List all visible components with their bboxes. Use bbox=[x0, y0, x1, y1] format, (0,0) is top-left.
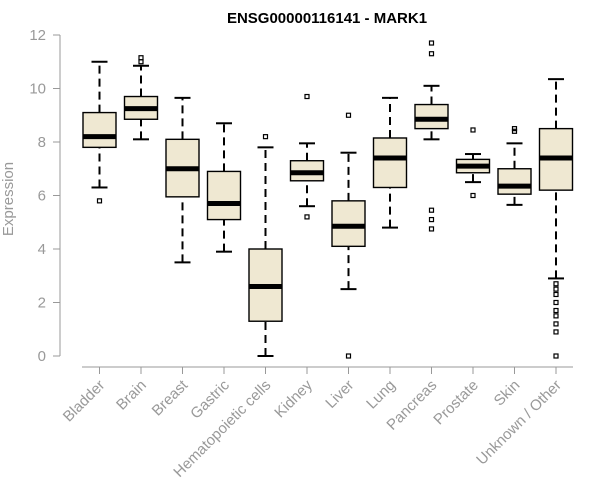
box-group bbox=[123, 55, 159, 141]
x-tick-label: Brain bbox=[113, 377, 150, 414]
outlier-point bbox=[262, 134, 269, 140]
outlier-point bbox=[428, 51, 435, 57]
outlier-point bbox=[138, 55, 144, 61]
outlier-point bbox=[553, 329, 559, 335]
outlier-point bbox=[96, 198, 103, 204]
iqr-box bbox=[414, 103, 449, 130]
y-tick-label: 10 bbox=[29, 81, 46, 98]
outlier-point bbox=[553, 307, 559, 314]
x-tick-label: Breast bbox=[149, 376, 192, 419]
y-tick-label: 12 bbox=[29, 27, 46, 44]
outlier-point bbox=[553, 313, 559, 319]
outlier-point bbox=[553, 281, 559, 287]
outlier-point bbox=[345, 112, 352, 118]
iqr-box bbox=[372, 137, 408, 189]
box-group bbox=[455, 127, 491, 199]
outlier-point bbox=[428, 40, 435, 46]
outlier-point bbox=[345, 353, 352, 359]
outlier-point bbox=[428, 207, 435, 213]
x-tick-label: Lung bbox=[363, 377, 399, 413]
iqr-box bbox=[497, 168, 532, 195]
x-tick-label: Bladder bbox=[60, 377, 109, 426]
x-tick-label: Prostate bbox=[430, 377, 482, 429]
outlier-point bbox=[428, 226, 435, 232]
box-group bbox=[82, 60, 117, 204]
outlier-point bbox=[304, 214, 310, 220]
outlier-point bbox=[553, 321, 559, 327]
y-axis-label: Expression bbox=[0, 162, 17, 236]
outlier-point bbox=[553, 286, 559, 292]
box-group bbox=[414, 40, 449, 232]
outlier-point bbox=[428, 216, 435, 223]
y-tick-label: 8 bbox=[38, 134, 46, 151]
box-group bbox=[331, 112, 366, 359]
x-tick-label: Skin bbox=[491, 377, 524, 410]
y-tick-label: 4 bbox=[38, 241, 46, 258]
y-ticks: 0 2 4 6 8 10 12 bbox=[29, 27, 60, 365]
box-group bbox=[538, 78, 574, 359]
box-group bbox=[289, 93, 325, 220]
boxes bbox=[82, 40, 574, 359]
iqr-box bbox=[206, 170, 242, 221]
outlier-point bbox=[511, 128, 518, 134]
outlier-point bbox=[553, 291, 559, 298]
y-tick-label: 0 bbox=[38, 348, 46, 365]
box-group bbox=[165, 96, 200, 264]
outlier-point bbox=[553, 299, 559, 306]
box-group bbox=[206, 122, 242, 253]
outlier-point bbox=[553, 353, 559, 359]
outlier-point bbox=[304, 93, 310, 100]
box-group bbox=[497, 126, 532, 206]
iqr-box bbox=[82, 111, 117, 149]
outlier-point bbox=[511, 126, 518, 132]
outlier-point bbox=[470, 127, 476, 133]
x-tick-label: Kidney bbox=[271, 376, 316, 421]
x-tick-label: Liver bbox=[322, 377, 357, 412]
chart-title: ENSG00000116141 - MARK1 bbox=[227, 10, 427, 27]
outlier-point bbox=[138, 59, 144, 65]
y-tick-label: 2 bbox=[38, 295, 46, 312]
outlier-point bbox=[470, 192, 476, 199]
iqr-box bbox=[331, 200, 366, 248]
y-tick-label: 6 bbox=[38, 188, 46, 205]
box-group bbox=[248, 134, 283, 357]
box-group bbox=[372, 96, 408, 229]
